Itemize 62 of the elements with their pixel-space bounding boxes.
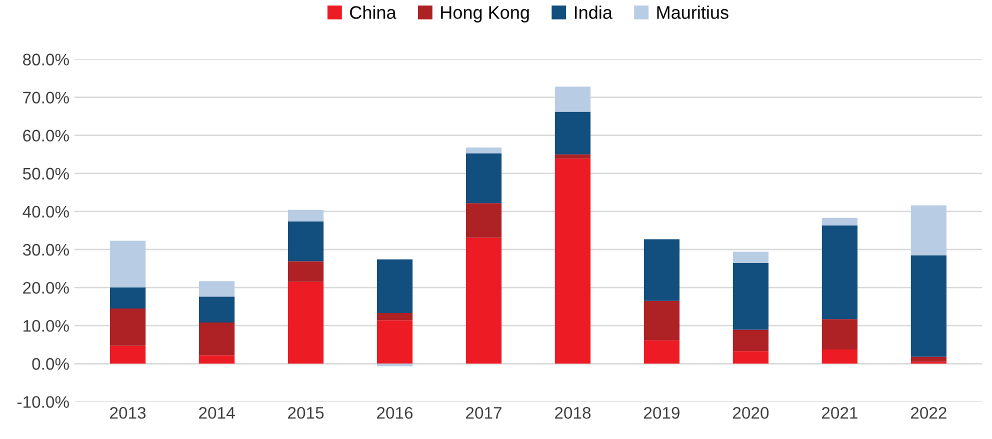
bar bbox=[198, 296, 235, 323]
bar bbox=[910, 255, 946, 357]
bar bbox=[288, 282, 324, 364]
y-tick-label: 40.0% bbox=[22, 206, 69, 218]
bar bbox=[288, 210, 324, 222]
bar bbox=[110, 346, 146, 364]
x-tick-label: 2019 bbox=[644, 406, 680, 419]
bar bbox=[288, 221, 324, 262]
y-tick-label: 10.0% bbox=[24, 320, 69, 332]
bar bbox=[110, 240, 146, 288]
x-tick-label: 2015 bbox=[288, 406, 324, 419]
y-tick-label: 80.0% bbox=[23, 54, 69, 66]
bar bbox=[376, 320, 413, 364]
bar bbox=[466, 148, 502, 154]
y-tick-label: 70.0% bbox=[23, 92, 69, 104]
bar bbox=[288, 261, 324, 282]
y-tick-label: 30.0% bbox=[22, 244, 69, 256]
legend-label: India bbox=[574, 6, 612, 19]
y-tick-label: 50.0% bbox=[22, 168, 69, 180]
y-tick-label: -10.0% bbox=[17, 396, 69, 408]
bar bbox=[644, 340, 680, 364]
bar bbox=[376, 313, 413, 320]
legend-label: China bbox=[350, 6, 396, 19]
bar bbox=[822, 319, 858, 350]
y-tick-label: 20.0% bbox=[23, 282, 69, 294]
x-tick-label: 2013 bbox=[110, 406, 146, 419]
bar bbox=[466, 153, 502, 204]
x-tick-label: 2022 bbox=[910, 406, 946, 419]
bar bbox=[732, 262, 769, 330]
bar bbox=[466, 238, 502, 364]
bar bbox=[110, 288, 146, 308]
bar bbox=[466, 203, 502, 238]
x-tick-label: 2021 bbox=[822, 406, 858, 419]
x-tick-label: 2020 bbox=[733, 406, 769, 419]
bar bbox=[644, 239, 680, 301]
bar bbox=[554, 154, 591, 159]
legend-label: Mauritius bbox=[657, 6, 728, 19]
bar bbox=[910, 205, 946, 256]
bar bbox=[644, 300, 680, 340]
bar bbox=[822, 226, 858, 320]
bar bbox=[822, 350, 858, 364]
bar bbox=[198, 322, 235, 356]
bar bbox=[910, 356, 946, 362]
x-tick-label: 2014 bbox=[199, 406, 235, 419]
x-tick-label: 2016 bbox=[377, 406, 413, 419]
bar bbox=[198, 355, 235, 364]
bar bbox=[732, 252, 769, 263]
bar bbox=[376, 259, 413, 314]
bar bbox=[198, 281, 235, 297]
bar bbox=[822, 218, 858, 226]
bar bbox=[110, 308, 146, 346]
bar bbox=[554, 86, 591, 112]
bar bbox=[732, 330, 769, 352]
bar bbox=[732, 351, 769, 364]
bar bbox=[554, 112, 591, 154]
y-tick-label: 60.0% bbox=[23, 130, 69, 142]
legend-label: Hong Kong bbox=[441, 6, 529, 22]
x-tick-label: 2017 bbox=[466, 406, 502, 419]
bar bbox=[554, 158, 591, 364]
bar bbox=[376, 364, 413, 366]
x-tick-label: 2018 bbox=[555, 406, 591, 419]
y-tick-label: 0.0% bbox=[32, 358, 69, 370]
